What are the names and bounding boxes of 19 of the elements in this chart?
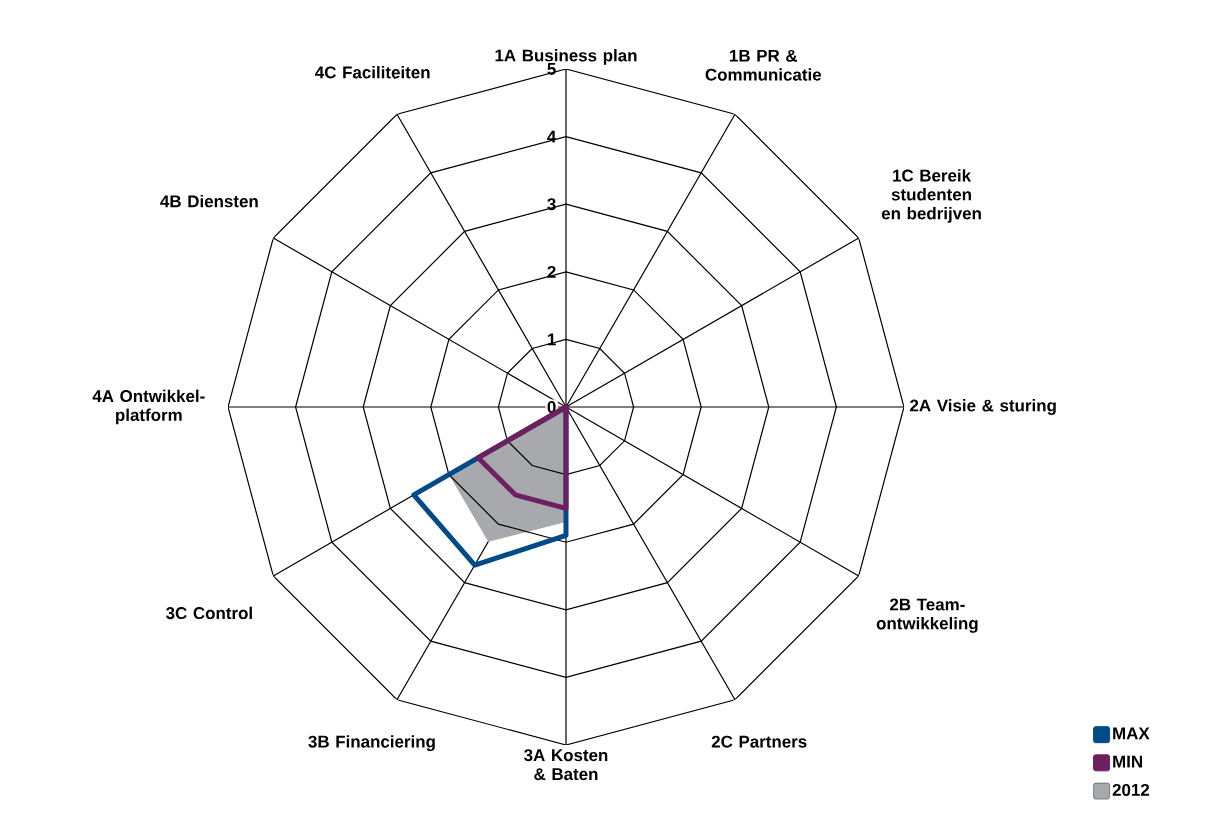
spoke-label: 2A Visie & sturing: [910, 399, 1056, 415]
spoke-label: 3A Kosten & Baten: [524, 749, 608, 781]
spoke-label: 3B Financiering: [308, 735, 435, 752]
spoke-label: 1C Bereik studenten en bedrijven: [881, 169, 981, 223]
spoke-label: 4B Diensten: [160, 194, 258, 208]
y-tick-label: 1: [547, 333, 556, 346]
legend-label: 2012: [1112, 783, 1150, 796]
legend-label: MIN: [1113, 755, 1142, 768]
spoke-label: 3C Control: [166, 606, 252, 620]
spoke-label: 4C Faciliteiten: [315, 65, 430, 79]
spoke-label: 2B Team-ontwikkeling: [876, 598, 978, 633]
y-tick-label: 4: [547, 130, 557, 143]
spoke-label: 1B PR & Communicatie: [705, 49, 822, 81]
y-tick-label: 2: [547, 265, 556, 278]
y-tick-label: 3: [547, 198, 556, 211]
spoke-label: 2C Partners: [711, 735, 807, 748]
legend-label: MAX: [1113, 727, 1150, 740]
y-tick-label: 5: [547, 63, 556, 75]
spoke-label: 4A Ontwikkel-platform: [92, 389, 205, 425]
